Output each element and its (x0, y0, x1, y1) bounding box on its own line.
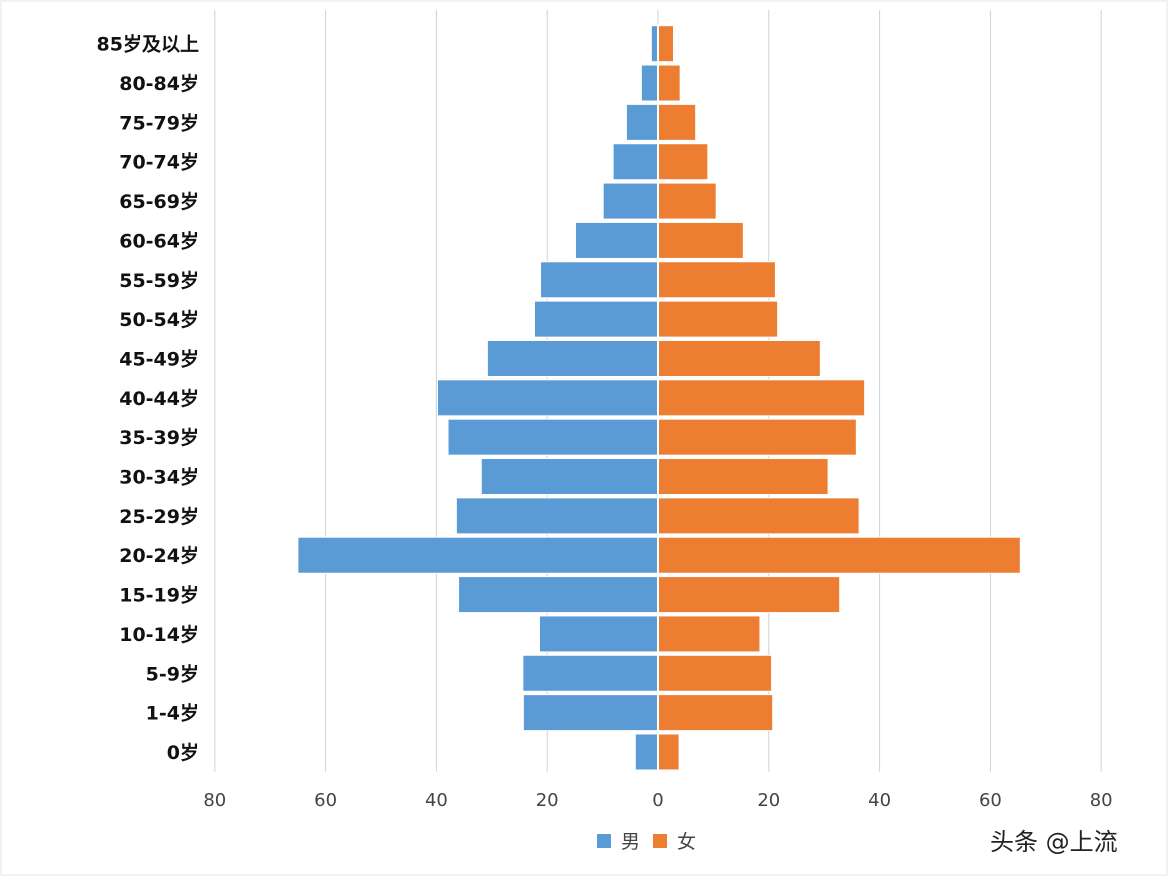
bar-male (574, 221, 659, 259)
legend: 男女 (597, 831, 696, 853)
bar-female (657, 615, 761, 653)
bar-male (486, 339, 659, 377)
bar-male (458, 576, 659, 614)
legend-label: 女 (677, 831, 696, 853)
bar-male (602, 182, 659, 220)
bar-male (533, 300, 659, 338)
bar-male (538, 615, 659, 653)
x-tick-label: 60 (979, 790, 1002, 811)
bar-female (657, 339, 821, 377)
bar-female (657, 733, 680, 771)
bar-male (480, 458, 659, 496)
bar-male (522, 654, 659, 692)
bar-male (625, 103, 659, 141)
bar-male (640, 64, 659, 102)
category-label: 40-44岁 (119, 387, 199, 410)
bar-male (455, 497, 659, 535)
bar-female (657, 103, 697, 141)
category-label: 65-69岁 (119, 190, 199, 213)
bar-female (657, 300, 779, 338)
bar-male (447, 418, 659, 456)
bar-female (657, 64, 681, 102)
category-label: 85岁及以上 (97, 33, 199, 56)
bar-female (657, 261, 776, 299)
category-label: 0岁 (167, 741, 199, 764)
category-labels: 85岁及以上 80-84岁 75-79岁 70-74岁 65-69岁 60-64岁 55-5… (97, 33, 199, 764)
bar-female (657, 497, 860, 535)
bar-female (657, 143, 709, 181)
x-tick-label: 80 (1090, 790, 1113, 811)
x-tick-label: 60 (314, 790, 337, 811)
legend-label: 男 (621, 831, 640, 853)
bar-male (437, 379, 659, 417)
bar-female (657, 458, 829, 496)
x-tick-label: 40 (425, 790, 448, 811)
x-tick-label: 20 (536, 790, 559, 811)
bar-female (657, 418, 857, 456)
x-tick-labels: 80 60 40 20 0 20 40 60 80 (203, 790, 1112, 811)
bar-female (657, 182, 717, 220)
category-label: 50-54岁 (119, 308, 199, 331)
category-label: 45-49岁 (119, 347, 199, 370)
bar-male (540, 261, 659, 299)
category-label: 35-39岁 (119, 426, 199, 449)
category-label: 5-9岁 (146, 662, 199, 685)
category-label: 70-74岁 (119, 151, 199, 174)
bar-male (297, 536, 659, 574)
bar-female (657, 576, 841, 614)
bar-female (657, 379, 866, 417)
bar-male (634, 733, 659, 771)
bar-male (612, 143, 659, 181)
category-label: 30-34岁 (119, 466, 199, 489)
bar-male (522, 694, 659, 732)
category-label: 15-19岁 (119, 584, 199, 607)
bar-female (657, 25, 675, 63)
x-tick-label: 40 (868, 790, 891, 811)
legend-swatch (597, 834, 611, 848)
bar-female (657, 694, 774, 732)
category-label: 1-4岁 (146, 702, 199, 725)
x-tick-label: 20 (757, 790, 780, 811)
legend-swatch (653, 834, 667, 848)
category-label: 80-84岁 (119, 72, 199, 95)
category-label: 25-29岁 (119, 505, 199, 528)
watermark: 头条 @上流 (990, 828, 1118, 856)
category-label: 20-24岁 (119, 544, 199, 567)
bars (297, 24, 1021, 772)
x-tick-label: 0 (652, 790, 663, 811)
bar-female (657, 654, 773, 692)
category-label: 60-64岁 (119, 229, 199, 252)
x-tick-label: 80 (203, 790, 226, 811)
category-label: 55-59岁 (119, 269, 199, 292)
bar-female (657, 536, 1021, 574)
category-label: 10-14岁 (119, 623, 199, 646)
category-label: 75-79岁 (119, 111, 199, 134)
bar-female (657, 221, 744, 259)
